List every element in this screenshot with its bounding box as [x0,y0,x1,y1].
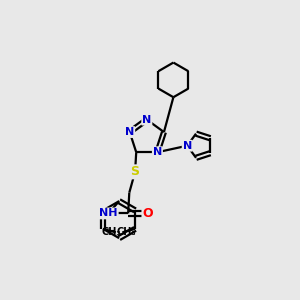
Text: N: N [153,147,162,157]
Text: S: S [130,165,140,178]
Text: NH: NH [99,208,118,218]
Text: O: O [142,207,153,220]
Text: N: N [183,141,192,151]
Text: CH₃: CH₃ [117,227,136,237]
Text: N: N [142,115,152,124]
Text: CH₃: CH₃ [102,227,121,237]
Text: N: N [125,127,134,137]
